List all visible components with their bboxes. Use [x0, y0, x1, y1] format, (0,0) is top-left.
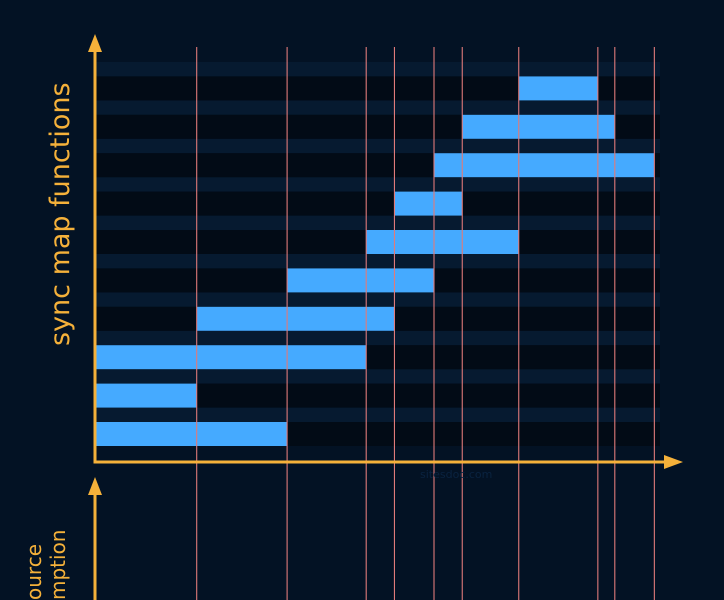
bottom-axis-title-line-1: ource	[22, 544, 46, 600]
bottom-y-axis-arrow	[88, 477, 102, 495]
lane-band	[95, 191, 660, 216]
row-bar	[394, 191, 463, 216]
row-bar	[518, 76, 598, 101]
lane-gap	[95, 100, 660, 115]
bottom-axis-title: ource mption	[22, 530, 70, 600]
lane-gap	[95, 138, 660, 154]
top-axis-title: sync map functions	[45, 82, 76, 346]
row-bar	[434, 153, 655, 178]
axes	[88, 34, 683, 600]
lane-gap	[95, 254, 660, 269]
row-bars	[95, 76, 655, 446]
lane-gap	[95, 292, 660, 307]
lane-gap	[95, 177, 660, 192]
row-bar	[95, 422, 288, 446]
top-y-axis-arrow	[88, 34, 102, 52]
x-axis-arrow	[664, 455, 683, 469]
row-bar	[196, 306, 395, 331]
row-bar	[95, 383, 197, 408]
bottom-axis-title-line-2: mption	[46, 529, 70, 600]
row-bar	[95, 345, 367, 370]
lane-gap	[95, 62, 660, 77]
row-bar	[366, 230, 519, 254]
watermark: sitesdoc.com	[420, 468, 493, 481]
time-marker-lines	[196, 47, 655, 600]
row-bar	[462, 114, 615, 139]
lane-gap	[95, 369, 660, 384]
lane-gap	[95, 330, 660, 346]
lane-gap	[95, 215, 660, 230]
row-bar	[287, 268, 434, 293]
lane-gap	[95, 407, 660, 422]
